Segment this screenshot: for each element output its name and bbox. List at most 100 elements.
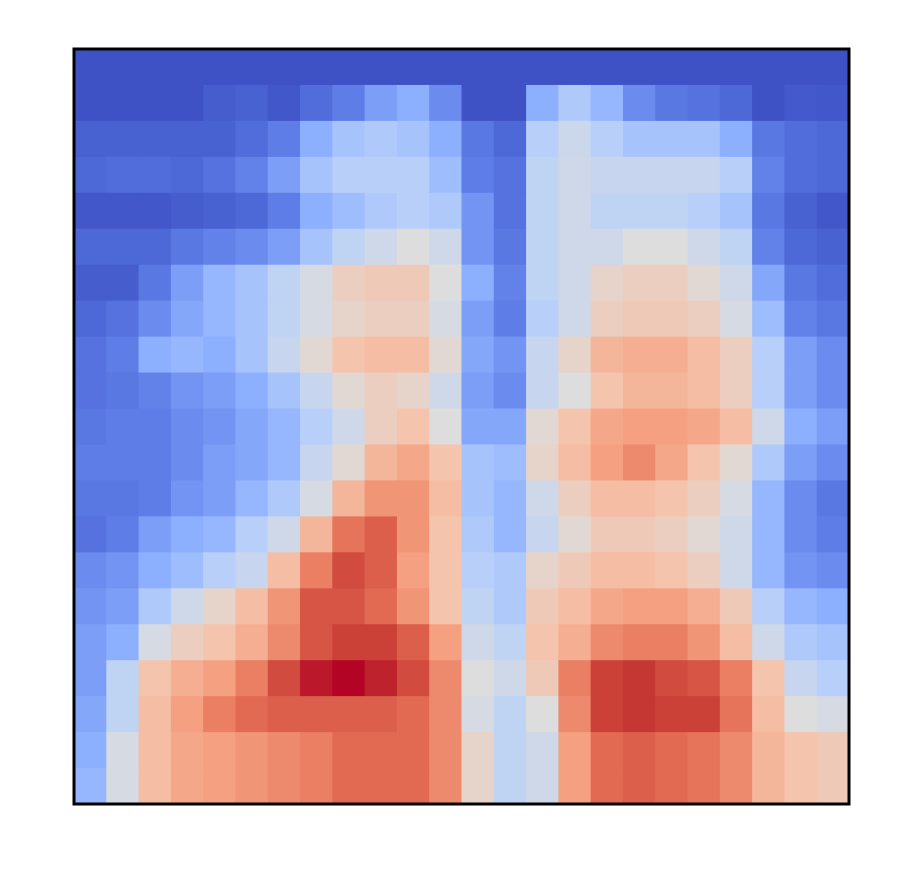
heatmap-cell-r4-c23 bbox=[816, 192, 850, 230]
heatmap-cells bbox=[74, 49, 850, 805]
heatmap-cell-r2-c1 bbox=[106, 120, 140, 158]
heatmap-cell-r17-c18 bbox=[655, 660, 689, 697]
heatmap-cell-r4-c15 bbox=[558, 192, 592, 230]
heatmap-cell-r14-c17 bbox=[622, 552, 656, 589]
heatmap-cell-r15-c2 bbox=[138, 588, 172, 625]
heatmap-cell-r16-c15 bbox=[558, 624, 592, 661]
heatmap-cell-r8-c22 bbox=[784, 336, 818, 374]
heatmap-cell-r2-c18 bbox=[655, 120, 689, 158]
heatmap-cell-r14-c19 bbox=[687, 552, 721, 589]
heatmap-cell-r16-c14 bbox=[526, 624, 559, 661]
heatmap-cell-r20-c10 bbox=[396, 768, 430, 805]
heatmap-cell-r14-c13 bbox=[493, 552, 527, 589]
heatmap-cell-r10-c14 bbox=[526, 408, 559, 446]
heatmap-cell-r12-c2 bbox=[138, 480, 172, 517]
heatmap-cell-r15-c22 bbox=[784, 588, 818, 625]
heatmap-cell-r6-c21 bbox=[752, 264, 786, 302]
heatmap-cell-r19-c5 bbox=[235, 732, 269, 769]
heatmap-cell-r10-c5 bbox=[235, 408, 269, 446]
heatmap-cell-r0-c1 bbox=[106, 49, 140, 86]
heatmap-cell-r6-c12 bbox=[461, 264, 495, 302]
heatmap-cell-r20-c4 bbox=[203, 768, 237, 805]
heatmap-cell-r17-c5 bbox=[235, 660, 269, 697]
heatmap-cell-r0-c14 bbox=[526, 49, 559, 86]
heatmap-cell-r16-c8 bbox=[332, 624, 366, 661]
heatmap-cell-r14-c11 bbox=[429, 552, 463, 589]
heatmap-cell-r13-c5 bbox=[235, 516, 269, 553]
heatmap-cell-r11-c16 bbox=[590, 444, 624, 482]
heatmap-cell-r2-c22 bbox=[784, 120, 818, 158]
heatmap-cell-r9-c12 bbox=[461, 372, 495, 410]
heatmap-cell-r8-c5 bbox=[235, 336, 269, 374]
heatmap-cell-r12-c10 bbox=[396, 480, 430, 517]
heatmap-cell-r11-c17 bbox=[622, 444, 656, 482]
heatmap-cell-r2-c0 bbox=[74, 120, 107, 158]
heatmap-cell-r14-c16 bbox=[590, 552, 624, 589]
heatmap-cell-r9-c3 bbox=[170, 372, 204, 410]
heatmap-cell-r18-c4 bbox=[203, 696, 237, 733]
heatmap-cell-r17-c19 bbox=[687, 660, 721, 697]
heatmap-cell-r9-c0 bbox=[74, 372, 107, 410]
heatmap-cell-r15-c0 bbox=[74, 588, 107, 625]
heatmap-cell-r12-c7 bbox=[300, 480, 333, 517]
heatmap-cell-r16-c3 bbox=[170, 624, 204, 661]
heatmap-cell-r8-c15 bbox=[558, 336, 592, 374]
heatmap-cell-r10-c8 bbox=[332, 408, 366, 446]
heatmap-cell-r10-c18 bbox=[655, 408, 689, 446]
heatmap-cell-r11-c20 bbox=[719, 444, 753, 482]
heatmap-cell-r9-c8 bbox=[332, 372, 366, 410]
heatmap-cell-r5-c3 bbox=[170, 228, 204, 266]
heatmap-cell-r7-c1 bbox=[106, 300, 140, 338]
heatmap-cell-r13-c9 bbox=[364, 516, 398, 553]
heatmap-cell-r1-c8 bbox=[332, 84, 366, 122]
heatmap-cell-r7-c20 bbox=[719, 300, 753, 338]
heatmap-cell-r14-c14 bbox=[526, 552, 559, 589]
heatmap-cell-r8-c2 bbox=[138, 336, 172, 374]
heatmap-cell-r15-c3 bbox=[170, 588, 204, 625]
heatmap-cell-r18-c10 bbox=[396, 696, 430, 733]
heatmap-cell-r3-c10 bbox=[396, 156, 430, 194]
heatmap-cell-r15-c1 bbox=[106, 588, 140, 625]
heatmap-cell-r16-c16 bbox=[590, 624, 624, 661]
heatmap-cell-r18-c2 bbox=[138, 696, 172, 733]
heatmap-cell-r9-c10 bbox=[396, 372, 430, 410]
heatmap-cell-r11-c5 bbox=[235, 444, 269, 482]
heatmap-cell-r7-c5 bbox=[235, 300, 269, 338]
heatmap-cell-r0-c9 bbox=[364, 49, 398, 86]
heatmap-cell-r8-c18 bbox=[655, 336, 689, 374]
heatmap-cell-r7-c22 bbox=[784, 300, 818, 338]
heatmap-cell-r18-c13 bbox=[493, 696, 527, 733]
heatmap-cell-r20-c8 bbox=[332, 768, 366, 805]
heatmap-cell-r16-c19 bbox=[687, 624, 721, 661]
heatmap-cell-r6-c2 bbox=[138, 264, 172, 302]
heatmap-cell-r0-c12 bbox=[461, 49, 495, 86]
heatmap-cell-r20-c3 bbox=[170, 768, 204, 805]
heatmap-cell-r16-c1 bbox=[106, 624, 140, 661]
heatmap-cell-r10-c3 bbox=[170, 408, 204, 446]
heatmap-cell-r15-c17 bbox=[622, 588, 656, 625]
heatmap-cell-r7-c14 bbox=[526, 300, 559, 338]
heatmap-cell-r18-c7 bbox=[300, 696, 333, 733]
heatmap-cell-r18-c1 bbox=[106, 696, 140, 733]
heatmap-cell-r14-c22 bbox=[784, 552, 818, 589]
heatmap-cell-r13-c10 bbox=[396, 516, 430, 553]
heatmap-cell-r4-c4 bbox=[203, 192, 237, 230]
heatmap-cell-r3-c22 bbox=[784, 156, 818, 194]
heatmap-cell-r4-c12 bbox=[461, 192, 495, 230]
heatmap-cell-r13-c0 bbox=[74, 516, 107, 553]
heatmap-cell-r9-c21 bbox=[752, 372, 786, 410]
heatmap-cell-r19-c23 bbox=[816, 732, 850, 769]
heatmap-cell-r20-c17 bbox=[622, 768, 656, 805]
heatmap-cell-r18-c5 bbox=[235, 696, 269, 733]
heatmap-cell-r11-c0 bbox=[74, 444, 107, 482]
heatmap-cell-r6-c3 bbox=[170, 264, 204, 302]
heatmap-cell-r14-c15 bbox=[558, 552, 592, 589]
heatmap-cell-r5-c23 bbox=[816, 228, 850, 266]
heatmap-cell-r19-c16 bbox=[590, 732, 624, 769]
heatmap-cell-r12-c19 bbox=[687, 480, 721, 517]
heatmap-cell-r10-c17 bbox=[622, 408, 656, 446]
heatmap-cell-r9-c20 bbox=[719, 372, 753, 410]
heatmap-cell-r17-c3 bbox=[170, 660, 204, 697]
heatmap-cell-r2-c8 bbox=[332, 120, 366, 158]
heatmap-cell-r5-c20 bbox=[719, 228, 753, 266]
